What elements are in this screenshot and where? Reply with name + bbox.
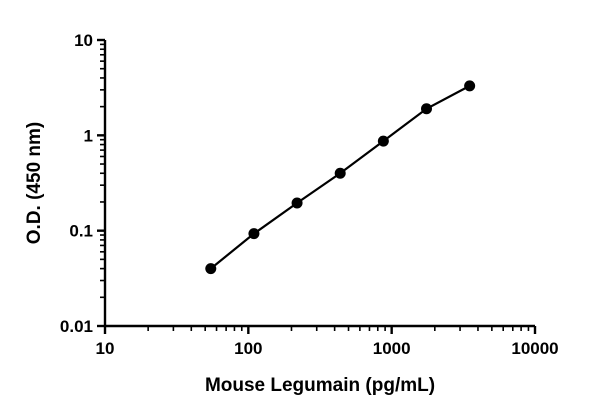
x-tick-label: 100 <box>234 339 262 358</box>
y-tick-label: 0.1 <box>69 222 93 241</box>
x-axis-title: Mouse Legumain (pg/mL) <box>205 375 435 396</box>
y-axis-title: O.D. (450 nm) <box>24 122 45 244</box>
data-point <box>248 228 260 240</box>
y-tick-label: 10 <box>74 31 93 50</box>
data-point <box>205 263 217 275</box>
data-point <box>464 80 476 92</box>
axes <box>103 40 535 328</box>
y-tick-label: 0.01 <box>60 317 93 336</box>
data-point <box>291 197 303 209</box>
x-tick-label: 10 <box>96 339 115 358</box>
x-axis-ticks <box>103 326 537 334</box>
y-axis-ticks <box>97 38 105 328</box>
x-tick-label: 1000 <box>373 339 411 358</box>
y-tick-label: 1 <box>84 126 93 145</box>
x-tick-label: 10000 <box>511 339 558 358</box>
x-axis-tick-labels: 10 100 1000 10000 <box>96 339 559 358</box>
data-point <box>334 167 346 179</box>
data-points <box>205 80 476 275</box>
data-point <box>421 103 433 115</box>
y-axis-tick-labels: 0.01 0.1 1 10 <box>60 31 93 336</box>
data-point <box>377 135 389 147</box>
